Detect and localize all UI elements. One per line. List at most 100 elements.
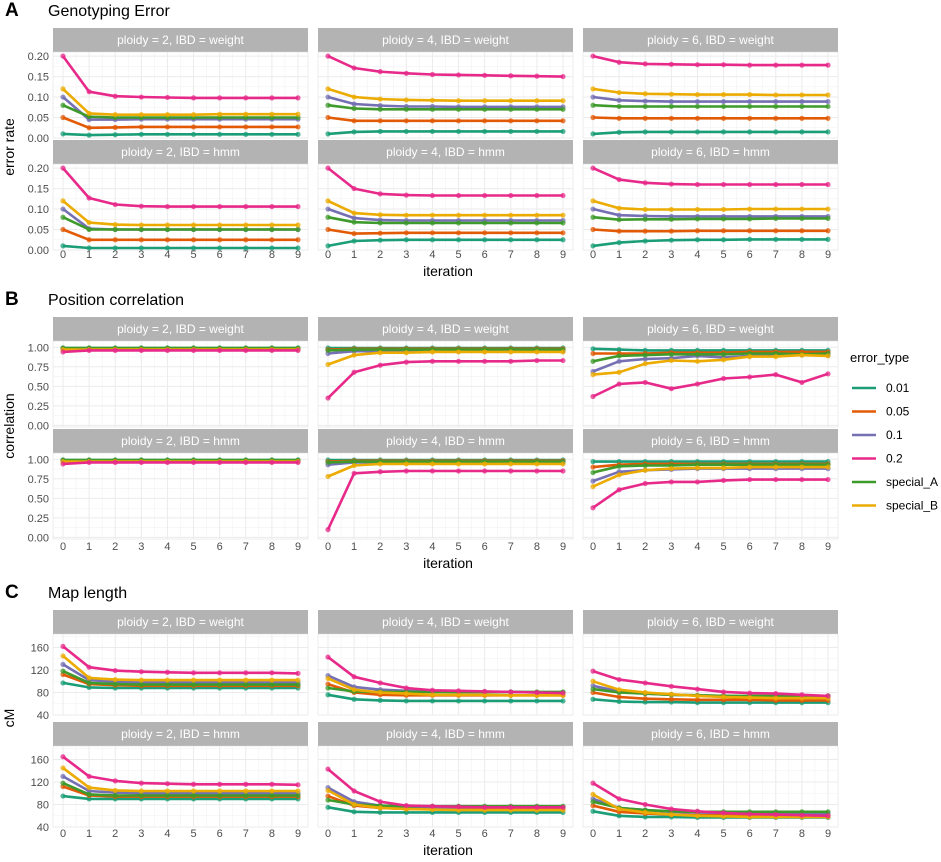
data-point	[86, 675, 92, 681]
x-tick-label: 3	[668, 249, 674, 261]
data-point	[642, 61, 648, 67]
data-point	[217, 788, 223, 794]
data-point	[590, 478, 596, 484]
data-point	[351, 352, 357, 358]
data-point	[429, 237, 436, 243]
data-point	[217, 781, 223, 787]
data-point	[377, 689, 383, 696]
data-point	[534, 118, 540, 124]
data-point	[642, 480, 648, 487]
data-point	[325, 797, 331, 803]
data-point	[351, 801, 357, 808]
series-line	[327, 789, 563, 812]
data-point	[164, 459, 171, 465]
data-point	[243, 131, 249, 137]
data-point	[668, 228, 674, 234]
data-point	[747, 91, 753, 98]
data-point	[60, 94, 66, 100]
y-tick-label: 1.00	[28, 454, 49, 466]
x-tick-label: 9	[825, 249, 831, 261]
series-special-A	[60, 780, 301, 799]
x-tick-label: 8	[534, 828, 540, 840]
series-special-A	[60, 214, 301, 233]
series-0-2	[325, 165, 566, 199]
series-line	[592, 372, 829, 398]
data-point	[482, 468, 488, 474]
data-point	[190, 245, 197, 251]
series-line	[326, 469, 563, 531]
data-point	[455, 192, 462, 199]
data-point	[325, 395, 331, 401]
data-point	[534, 349, 540, 355]
y-tick-label: 1.00	[28, 342, 49, 354]
data-point	[482, 688, 488, 694]
data-point	[164, 124, 171, 130]
data-point	[590, 459, 596, 465]
series-line	[592, 116, 828, 120]
data-point	[747, 216, 753, 222]
data-point	[668, 806, 674, 812]
data-point	[642, 129, 648, 135]
data-point	[243, 670, 249, 676]
data-point	[295, 459, 301, 465]
data-point	[351, 185, 357, 192]
data-point	[429, 358, 436, 364]
data-point	[590, 372, 596, 378]
data-point	[377, 191, 383, 197]
data-point	[164, 677, 171, 683]
y-tick-label: 0.00	[28, 532, 49, 544]
x-tick-label: 9	[295, 541, 301, 553]
legend-label: 0.05	[886, 405, 910, 419]
x-tick-label: 7	[773, 249, 779, 261]
data-point	[560, 237, 566, 243]
x-tick-label: 2	[112, 828, 118, 840]
series-line	[592, 103, 828, 108]
series-special-A	[60, 668, 301, 688]
data-point	[243, 124, 249, 130]
data-point	[799, 115, 805, 121]
legend-label: 0.01	[886, 381, 910, 395]
x-tick-label: 4	[429, 541, 435, 553]
data-point	[243, 237, 249, 243]
panel-letter: B	[5, 289, 19, 310]
data-point	[747, 464, 753, 470]
data-point	[534, 689, 540, 696]
series-line	[327, 677, 563, 697]
x-tick-label: 8	[534, 249, 540, 261]
data-point	[508, 98, 514, 104]
facet-strip	[583, 429, 838, 453]
data-point	[720, 237, 727, 243]
facet-panel: ploidy = 4, IBD = hmm 0 1 2 3 4 5 6 7 8 9	[317, 140, 574, 261]
data-point	[773, 812, 779, 818]
data-point	[455, 220, 462, 226]
series-line	[327, 130, 563, 136]
facet-panel: ploidy = 4, IBD = weight	[317, 317, 574, 428]
data-point	[799, 103, 805, 110]
data-point	[642, 680, 648, 686]
data-point	[455, 688, 462, 694]
data-point	[269, 459, 275, 465]
data-point	[455, 230, 462, 236]
series-special-B	[60, 198, 301, 228]
series-special-B	[325, 198, 566, 218]
series-line	[62, 781, 298, 797]
facet-panel: ploidy = 6, IBD = weight	[582, 317, 839, 428]
data-point	[403, 97, 409, 103]
data-point	[590, 696, 596, 702]
series-line	[327, 103, 563, 111]
data-point	[403, 118, 409, 124]
data-point	[60, 198, 66, 204]
series-line	[62, 775, 298, 795]
data-point	[694, 479, 701, 485]
data-point	[799, 92, 805, 98]
data-point	[720, 115, 727, 121]
data-point	[747, 236, 753, 242]
series-line	[592, 465, 828, 488]
data-point	[325, 675, 331, 682]
data-point	[190, 781, 197, 787]
data-point	[429, 118, 436, 124]
data-point	[351, 470, 357, 476]
data-point	[403, 220, 409, 226]
data-point	[534, 230, 540, 236]
data-point	[616, 694, 622, 700]
